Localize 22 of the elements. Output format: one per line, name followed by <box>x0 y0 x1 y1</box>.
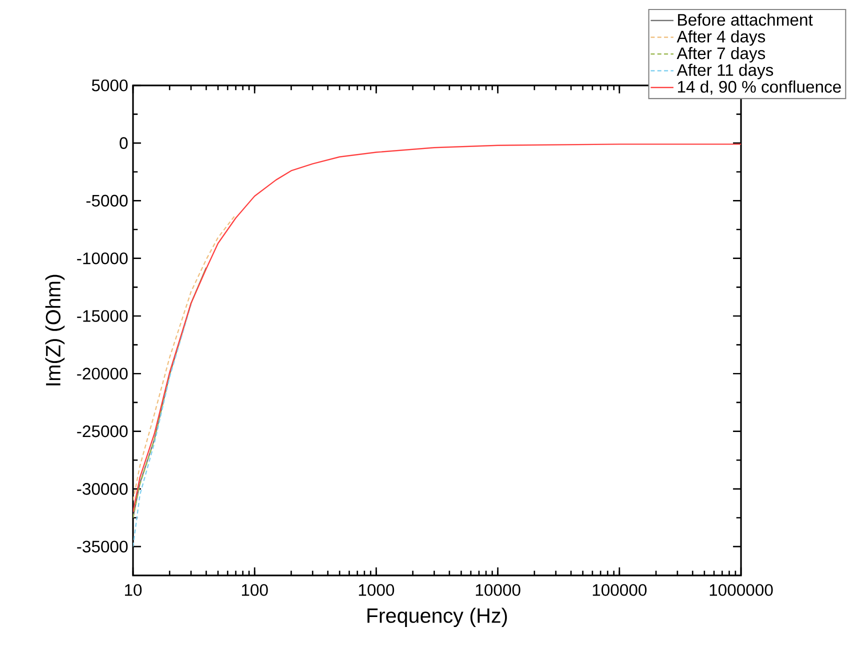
y-tick-label: -20000 <box>77 368 128 380</box>
y-tick-label: -30000 <box>77 483 128 495</box>
y-tick-label: 5000 <box>92 80 128 92</box>
y-tick-label: -35000 <box>77 540 128 552</box>
y-tick-label: 0 <box>120 137 128 149</box>
legend-label: After 7 days <box>676 46 766 63</box>
x-tick-label: 100000 <box>592 584 647 596</box>
x-axis-title: Frequency (Hz) <box>368 608 507 627</box>
y-tick-label: -10000 <box>77 252 128 264</box>
x-tick-label: 1000000 <box>710 584 773 596</box>
legend-label: After 4 days <box>676 30 766 46</box>
y-tick-label: -25000 <box>77 425 128 438</box>
legend-label: 14 d, 90 % confluence <box>678 80 841 95</box>
x-tick-label: 1000 <box>358 584 394 596</box>
x-tick-label: 10000 <box>476 584 520 596</box>
x-tick-label: 10 <box>125 584 142 596</box>
y-tick-label: -15000 <box>77 310 128 322</box>
legend-label: Before attachment <box>678 13 813 26</box>
y-tick-label: -5000 <box>86 194 128 207</box>
y-axis-title: Im(Z) (Ohm) <box>45 274 65 386</box>
x-tick-label: 100 <box>242 584 268 596</box>
legend-label: After 11 days <box>676 64 774 80</box>
